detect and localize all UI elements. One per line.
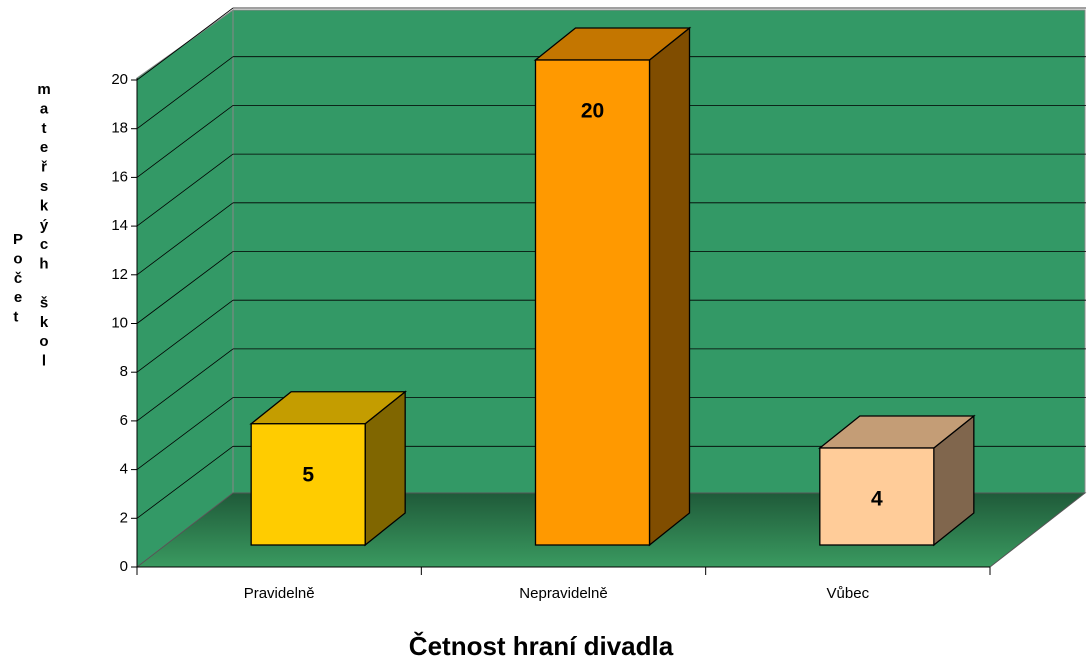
grid-line <box>136 348 234 422</box>
y-tick-label: 20 <box>111 71 128 88</box>
grid-line <box>136 251 234 324</box>
y-tick-label: 2 <box>120 509 128 526</box>
y-tick-label: 6 <box>120 412 128 429</box>
bar <box>534 59 651 546</box>
grid-line <box>136 56 234 130</box>
grid-line <box>136 445 234 519</box>
bar <box>819 447 935 546</box>
grid-line <box>136 153 234 227</box>
grid-line <box>136 397 234 470</box>
side-wall <box>136 9 234 569</box>
data-label: 5 <box>302 463 314 486</box>
y-tick-label: 8 <box>120 363 128 380</box>
data-label: 4 <box>871 488 883 511</box>
bar <box>250 423 366 546</box>
grid-line <box>136 7 234 81</box>
y-tick-label: 10 <box>111 314 128 331</box>
y-tick-label: 18 <box>111 120 128 137</box>
x-tick-label: Vůbec <box>827 585 870 602</box>
y-tick-label: 0 <box>120 558 128 575</box>
y-tick-label: 14 <box>111 217 128 234</box>
x-tick-label: Pravidelně <box>244 585 315 602</box>
y-tick-label: 12 <box>111 266 128 283</box>
bar-side <box>648 26 691 547</box>
x-tick-label: Nepravidelně <box>519 585 607 602</box>
grid-line <box>136 299 234 373</box>
grid-line <box>136 202 234 276</box>
grid-line <box>136 105 234 178</box>
data-label: 20 <box>581 100 604 123</box>
x-axis-label: Četnost hraní divadla <box>409 631 674 661</box>
y-tick-label: 4 <box>120 461 128 478</box>
y-tick-label: 16 <box>111 168 128 185</box>
